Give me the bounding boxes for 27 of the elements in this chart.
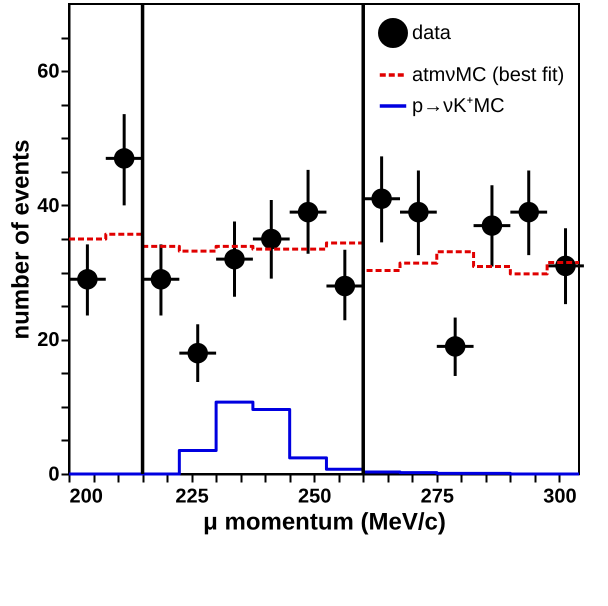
y-tick-label: 20 (37, 329, 60, 352)
y-axis-title: number of events (7, 139, 34, 340)
y-tick-label: 40 (37, 194, 60, 217)
x-tick-label: 225 (175, 486, 209, 508)
y-tick-label: 60 (37, 60, 60, 83)
point (482, 215, 502, 236)
point (261, 228, 282, 250)
x-tick-label: 200 (70, 486, 103, 508)
x-tick-label: 275 (420, 486, 454, 508)
point (187, 342, 208, 364)
point (298, 202, 318, 222)
point (408, 202, 429, 222)
point (150, 269, 172, 290)
legend-label: p→νK⁺MC (412, 95, 505, 117)
point (114, 148, 134, 169)
point (334, 276, 356, 296)
point (77, 269, 98, 290)
legend-label: data (412, 22, 452, 44)
x-axis-title: μ momentum (MeV/c) (203, 508, 446, 536)
point (518, 202, 539, 222)
legend-label: atmνMC (best fit) (412, 64, 564, 86)
y-tick-label: 0 (48, 464, 60, 486)
point (224, 248, 245, 270)
point (371, 188, 392, 209)
x-tick-label: 300 (543, 486, 577, 508)
x-tick-label: 250 (298, 486, 332, 508)
point (444, 336, 466, 357)
